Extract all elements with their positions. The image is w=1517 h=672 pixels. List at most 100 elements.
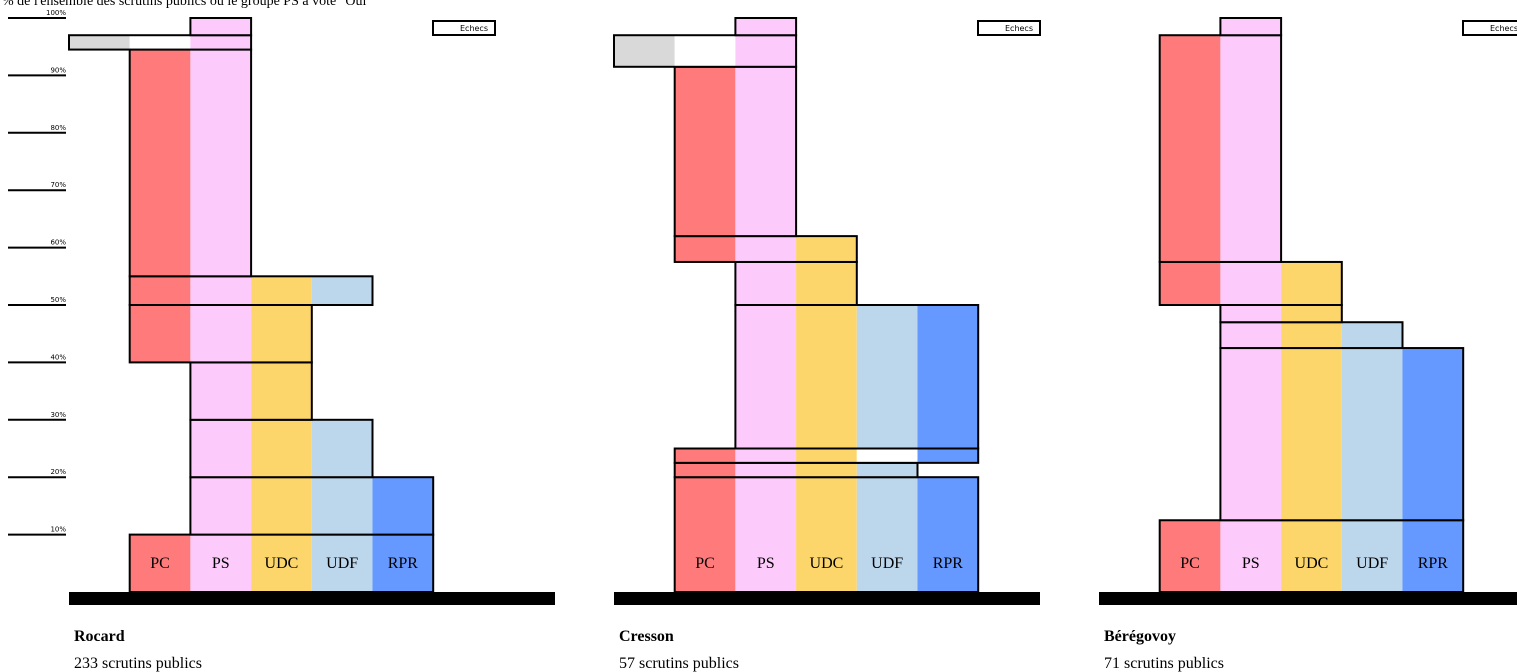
legend-label: Echecs xyxy=(1005,24,1033,33)
band-cell xyxy=(69,35,130,50)
page-title: % de l'ensemble des scrutins publics où … xyxy=(2,0,372,9)
band-cell xyxy=(674,477,736,592)
band-cell xyxy=(917,477,979,592)
band-cell xyxy=(1159,520,1221,592)
ground xyxy=(69,592,555,605)
band-cell xyxy=(1341,520,1403,592)
party-label: PS xyxy=(1242,555,1260,572)
band-cell xyxy=(1220,18,1282,36)
band-cell xyxy=(1281,261,1342,305)
band-cell xyxy=(190,276,252,305)
band-cell xyxy=(674,66,736,237)
y-tick-label: 40% xyxy=(50,353,66,361)
y-tick-label: 10% xyxy=(50,526,66,534)
band-cell xyxy=(372,477,434,535)
party-label: PS xyxy=(757,555,775,572)
band-cell xyxy=(796,261,857,305)
band-cell xyxy=(856,477,918,592)
band-cell xyxy=(190,362,252,420)
party-label: PC xyxy=(150,555,170,572)
panel-subtitle: 57 scrutins publics xyxy=(619,655,739,672)
y-tick-label: 90% xyxy=(50,66,66,74)
band-cell xyxy=(735,448,797,463)
band-cell xyxy=(735,261,797,305)
band-cell xyxy=(856,462,918,478)
band-cell xyxy=(1159,261,1221,305)
party-label: UDC xyxy=(810,555,844,572)
band-cell xyxy=(129,35,191,50)
y-tick-label: 20% xyxy=(50,468,66,476)
party-label: UDF xyxy=(1356,555,1388,572)
band-cell xyxy=(251,419,312,478)
panel-title: Cresson xyxy=(619,628,674,645)
band-cell xyxy=(614,35,675,67)
band-cell xyxy=(735,477,797,592)
band-cell xyxy=(311,419,373,478)
band-cell xyxy=(674,462,736,478)
band-cell xyxy=(796,236,857,262)
band-cell xyxy=(735,462,797,478)
ground xyxy=(1099,592,1517,605)
band-cell xyxy=(311,477,373,535)
band-cell xyxy=(311,534,373,592)
band-cell xyxy=(251,477,312,535)
band-cell xyxy=(1220,305,1282,323)
band-cell xyxy=(917,448,979,463)
band-cell xyxy=(917,305,979,449)
band-cell xyxy=(1341,322,1403,349)
band-cell xyxy=(190,49,252,277)
band-cell xyxy=(856,448,918,463)
y-tick-label: 50% xyxy=(50,296,66,304)
band-cell xyxy=(735,18,797,36)
legend-label: Echecs xyxy=(460,24,488,33)
band-cell xyxy=(190,305,252,363)
band-outline xyxy=(68,34,253,51)
party-label: RPR xyxy=(933,555,964,572)
band-cell xyxy=(1220,261,1282,305)
party-label: UDF xyxy=(871,555,903,572)
band-cell xyxy=(129,276,191,305)
legend-box xyxy=(1462,20,1517,36)
band-cell xyxy=(251,305,312,363)
panel-subtitle: 71 scrutins publics xyxy=(1104,655,1224,672)
band-cell xyxy=(735,305,797,449)
band-cell xyxy=(190,477,252,535)
band-cell xyxy=(251,534,312,592)
band-outline xyxy=(613,34,798,68)
band-cell xyxy=(735,35,797,67)
band-cell xyxy=(372,534,434,592)
band-cell xyxy=(1281,322,1342,349)
band-cell xyxy=(1220,520,1282,592)
legend-label: Echecs xyxy=(1490,24,1517,33)
panel-title: Rocard xyxy=(74,628,125,645)
party-label: RPR xyxy=(1418,555,1449,572)
panel-title: Bérégovoy xyxy=(1104,628,1176,645)
band-cell xyxy=(674,236,736,262)
band-outline xyxy=(189,17,253,37)
y-tick-label: 70% xyxy=(50,181,66,189)
band-cell xyxy=(251,362,312,420)
band-cell xyxy=(1281,520,1342,592)
ground xyxy=(614,592,1040,605)
band-cell xyxy=(190,534,252,592)
band-cell xyxy=(796,462,857,478)
band-cell xyxy=(1402,520,1464,592)
band-cell xyxy=(735,66,797,237)
band-cell xyxy=(190,419,252,478)
band-cell xyxy=(796,305,857,449)
party-label: RPR xyxy=(388,555,419,572)
party-label: UDC xyxy=(1295,555,1329,572)
y-tick-label: 30% xyxy=(50,411,66,419)
party-label: PS xyxy=(212,555,230,572)
party-label: PC xyxy=(695,555,715,572)
band-cell xyxy=(674,35,736,67)
band-cell xyxy=(129,305,191,363)
party-label: UDF xyxy=(326,555,358,572)
y-tick-label: 60% xyxy=(50,239,66,247)
band-cell xyxy=(1341,348,1403,521)
band-cell xyxy=(674,448,736,463)
panel-subtitle: 233 scrutins publics xyxy=(74,655,202,672)
legend-box xyxy=(432,20,496,36)
band-cell xyxy=(129,49,191,277)
